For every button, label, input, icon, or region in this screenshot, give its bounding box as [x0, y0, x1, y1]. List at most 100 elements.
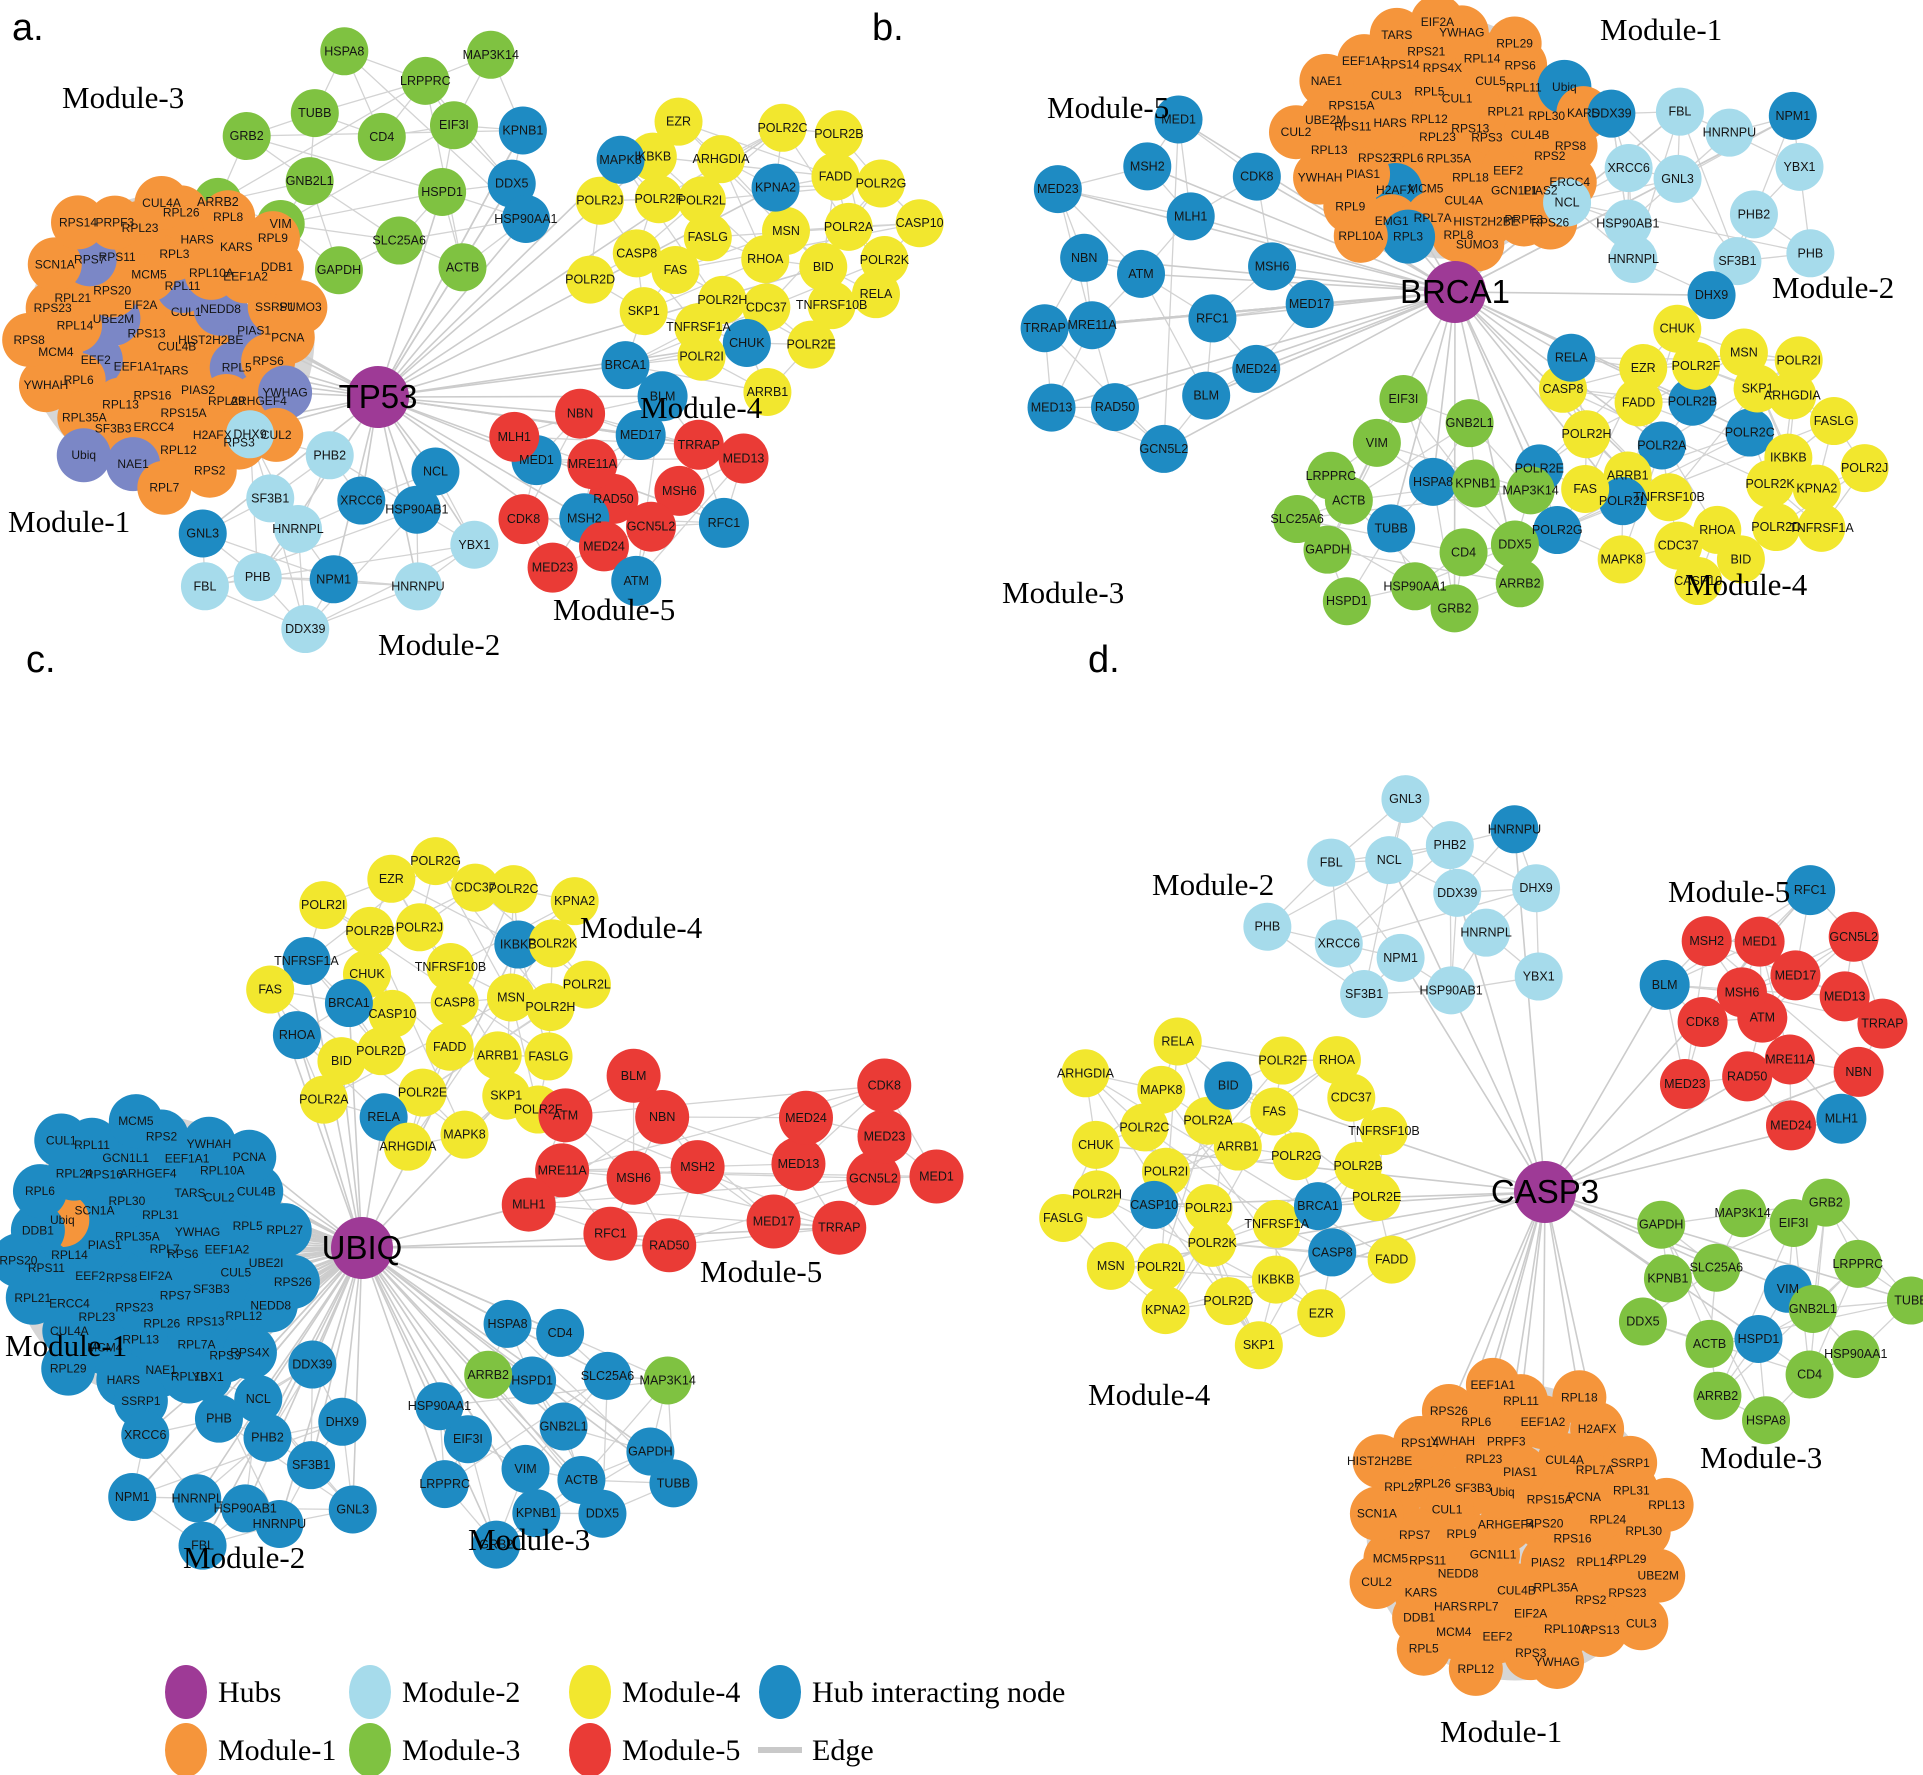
node-POLR2C[interactable]	[758, 103, 807, 152]
node-ACTB[interactable]	[438, 243, 487, 292]
node-IKBKB[interactable]	[494, 920, 543, 969]
hub-BRCA1[interactable]	[1424, 261, 1486, 323]
node-HSPD1[interactable]	[418, 167, 467, 216]
node-TRRAP[interactable]	[1857, 998, 1908, 1049]
node-CASP10[interactable]	[368, 989, 417, 1038]
node-PHB[interactable]	[1243, 902, 1292, 951]
node-TUBB[interactable]	[290, 89, 339, 138]
node-BRCA1[interactable]	[601, 341, 650, 390]
node-POLR2J[interactable]	[1184, 1184, 1233, 1233]
node-KPNB1[interactable]	[1643, 1254, 1692, 1303]
node-CASP10[interactable]	[895, 199, 944, 248]
node-POLR2G[interactable]	[411, 837, 460, 886]
node-CHUK[interactable]	[1653, 304, 1702, 353]
node-LRPPRC[interactable]	[401, 56, 450, 105]
node-HSP90AB1[interactable]	[392, 485, 441, 534]
node-DHX9[interactable]	[225, 410, 274, 459]
node-RAD50[interactable]	[1091, 383, 1140, 432]
node-MAP3K14[interactable]	[466, 30, 515, 79]
node-MED23[interactable]	[527, 542, 578, 593]
node-NCL[interactable]	[411, 447, 460, 496]
node-SLC25A6[interactable]	[1273, 495, 1322, 544]
node-ARRB2[interactable]	[1495, 559, 1544, 608]
node-TNFRSF1A[interactable]	[1797, 503, 1846, 552]
node-POLR2D[interactable]	[357, 1027, 406, 1076]
node-CUL4A[interactable]	[134, 175, 189, 230]
node-ARRB1[interactable]	[473, 1031, 522, 1080]
node-CHUK[interactable]	[1071, 1120, 1120, 1169]
node-HNRNPL[interactable]	[173, 1474, 222, 1523]
node-Ubiq[interactable]	[56, 428, 111, 483]
node-TNFRSF1A[interactable]	[1252, 1199, 1301, 1248]
node-ATM[interactable]	[1117, 249, 1166, 298]
node-CD4[interactable]	[1785, 1350, 1834, 1399]
node-POLR2A[interactable]	[1637, 421, 1686, 470]
node-CUL2[interactable]	[1349, 1555, 1404, 1610]
node-GRB2[interactable]	[472, 1520, 521, 1569]
node-NPM1[interactable]	[1768, 91, 1817, 140]
node-CDC37[interactable]	[451, 863, 500, 912]
node-TNFRSF10B[interactable]	[1645, 473, 1694, 522]
node-BLM[interactable]	[1182, 371, 1231, 420]
node-RHOA[interactable]	[1312, 1036, 1361, 1085]
node-KPNA2[interactable]	[1792, 464, 1841, 513]
node-MLH1[interactable]	[501, 1177, 556, 1232]
node-GRB2[interactable]	[1801, 1178, 1850, 1227]
node-TUBB[interactable]	[1367, 504, 1416, 553]
node-PHB[interactable]	[233, 553, 282, 602]
node-SSRP1[interactable]	[1603, 1435, 1658, 1490]
node-EZR[interactable]	[654, 97, 703, 146]
node-SLC25A6[interactable]	[375, 216, 424, 265]
node-MAPK8[interactable]	[1597, 535, 1646, 584]
node-LRPPRC[interactable]	[420, 1460, 469, 1509]
node-MED13[interactable]	[1027, 383, 1076, 432]
node-RPS13[interactable]	[1573, 1603, 1628, 1658]
node-CDK8[interactable]	[1232, 152, 1281, 201]
node-MED17[interactable]	[615, 410, 666, 461]
node-MED13[interactable]	[1819, 971, 1870, 1022]
node-RPS20[interactable]	[0, 1233, 46, 1288]
node-NBN[interactable]	[635, 1090, 690, 1145]
node-FAS[interactable]	[246, 965, 295, 1014]
node-FBL[interactable]	[180, 562, 229, 611]
node-EIF3I[interactable]	[1379, 375, 1428, 424]
node-POLR2D[interactable]	[1204, 1277, 1253, 1326]
node-BRCA1[interactable]	[1293, 1182, 1342, 1231]
node-FASLG[interactable]	[1039, 1193, 1088, 1242]
node-EZR[interactable]	[1619, 344, 1668, 393]
node-EZR[interactable]	[1297, 1289, 1346, 1338]
node-NBN[interactable]	[1060, 233, 1109, 282]
node-MSN[interactable]	[1086, 1241, 1135, 1290]
node-RPL29[interactable]	[41, 1341, 96, 1396]
node-YWHAG[interactable]	[1530, 1634, 1585, 1689]
node-GNL3[interactable]	[1381, 775, 1430, 824]
node-YBX1[interactable]	[183, 1353, 232, 1402]
node-RPL18[interactable]	[1552, 1370, 1607, 1425]
node-MSH6[interactable]	[606, 1150, 661, 1205]
node-MED1[interactable]	[1734, 916, 1785, 967]
node-FASLG[interactable]	[683, 213, 732, 262]
node-TRRAP[interactable]	[673, 419, 724, 470]
hub-TP53[interactable]	[347, 366, 409, 428]
node-RPL29[interactable]	[1487, 16, 1542, 71]
node-MLH1[interactable]	[489, 411, 540, 462]
node-LRPPRC[interactable]	[1833, 1239, 1882, 1288]
node-POLR2E[interactable]	[787, 320, 836, 369]
node-GNL3[interactable]	[328, 1485, 377, 1534]
node-BLM[interactable]	[637, 371, 688, 422]
node-SKP1[interactable]	[1234, 1321, 1283, 1370]
node-RPL8[interactable]	[201, 190, 256, 245]
node-POLR2K[interactable]	[528, 919, 577, 968]
node-BLM[interactable]	[1639, 959, 1690, 1010]
node-POLR2L[interactable]	[1136, 1243, 1185, 1292]
node-POLR2I[interactable]	[1774, 336, 1823, 385]
node-PHB2[interactable]	[1729, 190, 1778, 239]
node-CDK8[interactable]	[1677, 996, 1728, 1047]
node-HSPD1[interactable]	[508, 1356, 557, 1405]
node-CUL2[interactable]	[1269, 105, 1324, 160]
node-MED17[interactable]	[1285, 280, 1334, 329]
node-CDC37[interactable]	[1654, 521, 1703, 570]
node-KPNA2[interactable]	[751, 163, 800, 212]
node-YWHAG[interactable]	[258, 365, 313, 420]
node-HIST2H2BE[interactable]	[1352, 1434, 1407, 1489]
